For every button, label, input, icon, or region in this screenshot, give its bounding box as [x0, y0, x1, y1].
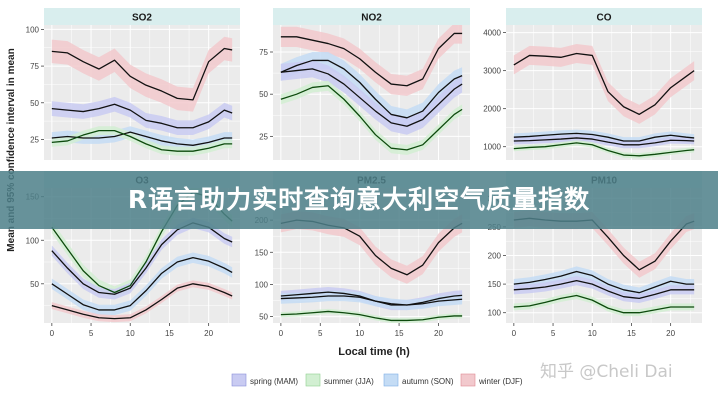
confidence-band [51, 126, 233, 156]
series-line [280, 68, 463, 127]
y-tick-label: 50 [259, 90, 268, 99]
y-tick-label: 150 [255, 248, 269, 257]
x-tick-label: 10 [126, 329, 135, 338]
y-tick-label: 25 [30, 135, 39, 144]
panel-strip [44, 8, 240, 25]
panel-strip [273, 8, 470, 25]
series-line [51, 130, 233, 152]
y-tick-label: 50 [30, 280, 39, 289]
x-tick-label: 5 [89, 329, 94, 338]
y-axis-label: Mean and 95% confidence interval in mean [6, 48, 17, 251]
panel-so2: SO2 25 50 75 100 [26, 8, 240, 160]
series-group [513, 44, 695, 159]
series-line [280, 59, 463, 119]
series-line [51, 257, 233, 311]
confidence-band [51, 36, 233, 112]
x-tick-label: 15 [395, 329, 404, 338]
y-tick-label: 75 [259, 48, 268, 57]
series-line [513, 52, 695, 116]
legend-item: winter (DJF) [460, 373, 523, 387]
y-tick-label: 100 [255, 280, 269, 289]
series-line [280, 310, 463, 322]
panel-co: CO 1000 2000 3000 4000 [483, 8, 702, 160]
panel-title: CO [597, 13, 612, 24]
legend-label: autumn (SON) [402, 377, 454, 386]
x-tick-label: 20 [204, 329, 213, 338]
legend-item: autumn (SON) [383, 373, 454, 387]
y-tick-label: 100 [26, 25, 40, 34]
legend-label: spring (MAM) [250, 377, 298, 386]
series-line [513, 280, 695, 300]
legend: spring (MAM) summer (JJA) autumn (SON) wint… [231, 373, 523, 387]
y-tick-label: 2000 [483, 105, 501, 114]
x-tick-label: 0 [279, 329, 284, 338]
series-line [513, 142, 695, 157]
x-tick-label: 0 [512, 329, 517, 338]
y-tick-label: 75 [30, 62, 39, 71]
panel-strip [506, 8, 702, 25]
confidence-band [280, 60, 463, 135]
legend-label: summer (JJA) [324, 377, 374, 386]
panel-title: NO2 [361, 13, 382, 24]
x-tick-label: 15 [165, 329, 174, 338]
series-line [51, 131, 233, 146]
legend-swatch [231, 373, 247, 387]
y-tick-label: 25 [259, 132, 268, 141]
y-tick-label: 1000 [483, 143, 501, 152]
confidence-band [280, 52, 463, 127]
series-line [51, 47, 233, 101]
legend-label: winter (DJF) [478, 377, 523, 386]
watermark-text: 知乎 @Cheli Dai [540, 362, 673, 382]
y-tick-label: 150 [488, 280, 502, 289]
series-group [51, 36, 233, 156]
y-tick-label: 100 [488, 309, 502, 318]
series-group [280, 25, 463, 155]
x-tick-label: 20 [666, 329, 675, 338]
series-line [280, 85, 463, 151]
confidence-band [280, 211, 463, 284]
x-tick-label: 10 [355, 329, 364, 338]
y-tick-label: 50 [30, 99, 39, 108]
y-tick-label: 100 [26, 236, 40, 245]
legend-swatch [305, 373, 321, 387]
series-line [513, 270, 695, 294]
legend-swatch [460, 373, 476, 387]
banner-title: R语言助力实时查询意大利空气质量指数 [127, 185, 591, 214]
confidence-band [513, 292, 695, 317]
x-tick-label: 10 [588, 329, 597, 338]
series-line [51, 103, 233, 129]
confidence-band [51, 280, 233, 323]
legend-item: summer (JJA) [305, 373, 374, 387]
legend-swatch [383, 373, 399, 387]
y-tick-label: 3000 [483, 67, 501, 76]
y-tick-label: 50 [259, 313, 268, 322]
x-tick-label: 5 [318, 329, 323, 338]
y-tick-label: 4000 [483, 29, 501, 38]
confidence-band [51, 252, 233, 316]
series-line [513, 294, 695, 314]
y-tick-label: 200 [488, 252, 502, 261]
series-line [513, 137, 695, 146]
x-tick-label: 0 [50, 329, 55, 338]
panel-pm10: PM1010015020025030005101520 [488, 171, 702, 338]
series-line [513, 132, 695, 142]
x-tick-label: 5 [551, 329, 556, 338]
panel-title: SO2 [132, 13, 152, 24]
x-axis-label: Local time (h) [338, 346, 410, 358]
panel-no2: NO2 25 50 75 [259, 8, 470, 160]
confidence-band [51, 96, 233, 136]
legend-item: spring (MAM) [231, 373, 298, 387]
series-group [280, 211, 463, 323]
x-tick-label: 15 [627, 329, 636, 338]
series-line [51, 283, 233, 320]
series-line [280, 32, 463, 87]
series-line [280, 295, 463, 306]
title-banner: R语言助力实时查询意大利空气质量指数 [0, 171, 718, 229]
x-tick-label: 20 [434, 329, 443, 338]
